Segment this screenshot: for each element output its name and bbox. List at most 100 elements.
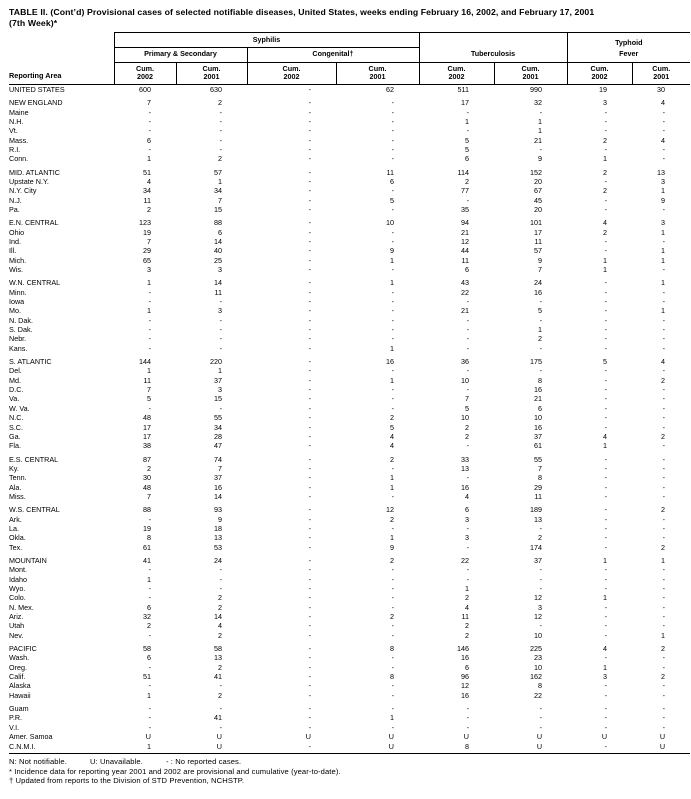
table-row: Ariz. 32 14 - 2 11 12 - - — [9, 612, 690, 621]
column-header-congenital-2001: Cum. 2001 — [335, 62, 419, 85]
table-row: Mont. - - - - - - - - — [9, 565, 690, 574]
value-cell: - — [391, 630, 394, 640]
value-cell: 152 — [530, 167, 543, 177]
value-cell: - — [662, 602, 666, 612]
value-cell: 1 — [147, 154, 151, 164]
table-row: N.C. 48 55 - 2 10 10 - - — [9, 413, 690, 422]
value-cell: 57 — [214, 167, 222, 177]
value-cell: 1 — [390, 713, 394, 723]
value-cell: - — [391, 403, 394, 413]
value-cell: - — [308, 218, 311, 228]
value-cell: - — [308, 612, 311, 622]
value-cell: 1 — [603, 441, 608, 451]
value-cell: - — [308, 343, 311, 353]
value-cell: - — [219, 574, 222, 584]
value-cell: - — [604, 236, 608, 246]
value-cell: - — [391, 394, 394, 404]
value-cell: 2 — [465, 431, 469, 441]
value-cell: - — [466, 107, 469, 117]
reporting-area-cell: Fla. — [9, 441, 21, 451]
value-cell: 2 — [390, 612, 394, 622]
value-cell: 43 — [461, 278, 469, 288]
table-row: Ark. - 9 - 2 3 13 - - — [9, 515, 690, 524]
value-cell: 48 — [143, 482, 151, 492]
value-cell: 7 — [147, 385, 151, 395]
value-cell: 9 — [390, 542, 394, 552]
footnotes: N: Not notifiable. U: Unavailable. - : No … — [9, 757, 686, 786]
value-cell: 12 — [461, 681, 469, 691]
header-row-groups: Reporting Area Syphilis Tuberculosis Typ… — [9, 32, 691, 85]
value-cell: - — [148, 315, 151, 325]
value-cell: 10 — [461, 413, 469, 423]
reporting-area-cell: Tenn. — [9, 473, 27, 483]
value-cell: 11 — [143, 375, 151, 385]
value-cell: 4 — [147, 176, 151, 186]
reporting-area-cell: V.I. — [9, 722, 20, 732]
value-cell: - — [148, 630, 151, 640]
value-cell: 4 — [465, 491, 469, 501]
value-cell: - — [308, 565, 311, 575]
value-cell: U — [305, 732, 311, 742]
value-cell: - — [219, 107, 222, 117]
table-row: N. Mex. 6 2 - - 4 3 - - — [9, 603, 690, 612]
value-cell: 4 — [218, 621, 222, 631]
reporting-area-cell: R.I. — [9, 144, 21, 154]
value-cell: 2 — [390, 555, 394, 565]
value-cell: - — [219, 704, 222, 714]
value-cell: 16 — [214, 482, 222, 492]
value-cell: 21 — [534, 394, 543, 404]
table-row: Ohio 19 6- -21 17 2 1 — [9, 228, 690, 237]
value-cell: 1 — [390, 473, 394, 483]
value-cell: 34 — [143, 186, 151, 196]
value-cell: - — [308, 505, 311, 515]
value-cell: - — [391, 325, 394, 335]
value-cell: 1 — [218, 366, 222, 376]
value-cell: - — [308, 555, 311, 565]
value-cell: 2 — [661, 505, 666, 515]
value-cell: - — [308, 306, 311, 316]
value-cell: 6 — [390, 176, 394, 186]
value-cell: 1 — [147, 690, 151, 700]
reporting-area-cell: Minn. — [9, 287, 27, 297]
value-cell: 10 — [386, 218, 394, 228]
value-cell: - — [391, 690, 394, 700]
value-cell: 1 — [603, 154, 608, 164]
value-cell: 61 — [534, 441, 543, 451]
value-cell: - — [662, 523, 666, 533]
value-cell: - — [148, 343, 151, 353]
value-cell: - — [391, 621, 394, 631]
value-cell: - — [604, 107, 608, 117]
value-cell: - — [662, 621, 666, 631]
value-cell: 41 — [214, 713, 222, 723]
value-cell: 16 — [386, 357, 394, 367]
value-cell: - — [148, 287, 151, 297]
value-cell: 93 — [214, 505, 222, 515]
value-cell: 2 — [218, 690, 222, 700]
reporting-area-cell: Ala. — [9, 482, 22, 492]
table-row: La. 19 18 - - - - - - — [9, 524, 690, 533]
value-cell: 16 — [461, 690, 469, 700]
table-row: S.C. 17 34 - 5 2 16 - - — [9, 423, 690, 432]
reporting-area-cell: Upstate N.Y. — [9, 176, 49, 186]
value-cell: - — [391, 584, 394, 593]
value-cell: 41 — [214, 672, 222, 682]
value-cell: 2 — [538, 334, 543, 344]
value-cell: 28 — [214, 431, 222, 441]
value-cell: 25 — [214, 255, 222, 265]
value-cell: - — [604, 574, 608, 584]
reporting-area-cell: Mont. — [9, 565, 27, 575]
value-cell: 53 — [214, 542, 222, 552]
value-cell: - — [219, 315, 222, 325]
value-cell: 29 — [534, 482, 543, 492]
value-cell: 2 — [661, 672, 666, 682]
value-cell: - — [391, 287, 394, 297]
value-cell: - — [604, 116, 608, 126]
value-cell: - — [604, 491, 608, 501]
value-cell: 1 — [538, 116, 543, 126]
value-cell: - — [604, 584, 608, 593]
table-row: Minn. - 11 - - 22 16 - - — [9, 288, 690, 297]
value-cell: - — [604, 422, 608, 432]
table-row: Mass. 6 - - - 5 21 2 4 — [9, 136, 690, 145]
value-cell: - — [466, 473, 469, 483]
value-cell: 51 — [143, 167, 151, 177]
